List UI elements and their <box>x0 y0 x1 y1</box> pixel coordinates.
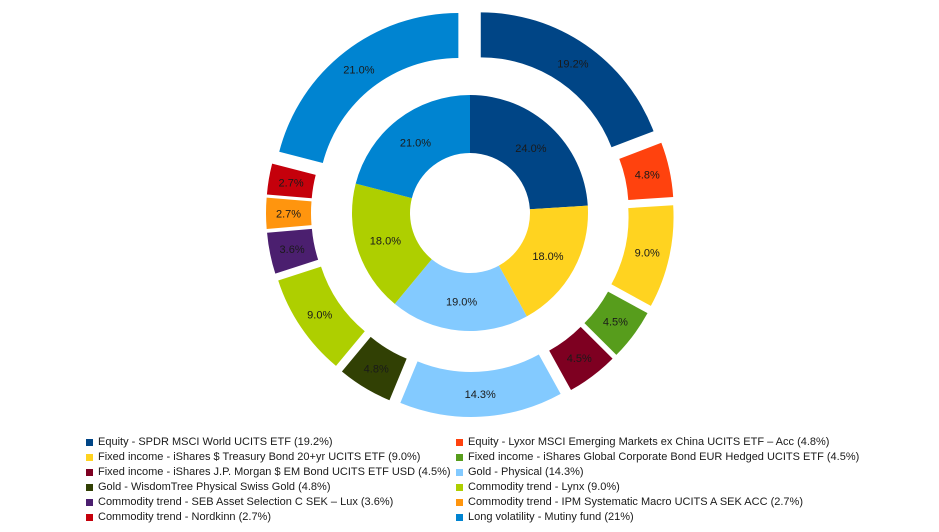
legend-label: Gold - WisdomTree Physical Swiss Gold (4… <box>98 481 331 493</box>
legend-item: Equity - SPDR MSCI World UCITS ETF (19.2… <box>86 436 456 448</box>
outer-slice-5 <box>549 326 613 391</box>
legend-label: Commodity trend - SEB Asset Selection C … <box>98 496 394 508</box>
outer-slice-label-1: 19.2% <box>557 59 588 71</box>
legend-swatch <box>86 513 93 521</box>
legend-label: Equity - SPDR MSCI World UCITS ETF (19.2… <box>98 436 333 448</box>
legend-label: Equity - Lyxor MSCI Emerging Markets ex … <box>468 436 830 448</box>
legend-label: Commodity trend - Nordkinn (2.7%) <box>98 511 272 523</box>
inner-slice-label-5: 21.0% <box>400 138 431 150</box>
outer-slice-9 <box>267 228 319 274</box>
legend-label: Commodity trend - Lynx (9.0%) <box>468 481 620 493</box>
outer-slice-label-2: 4.8% <box>635 169 660 181</box>
legend: Equity - SPDR MSCI World UCITS ETF (19.2… <box>86 436 866 523</box>
inner-slice-3 <box>394 259 527 331</box>
legend-item: Gold - Physical (14.3%) <box>456 466 866 478</box>
inner-slice-label-3: 19.0% <box>446 297 477 309</box>
legend-label: Long volatility - Mutiny fund (21%) <box>468 511 634 523</box>
legend-label: Fixed income - iShares J.P. Morgan $ EM … <box>98 466 451 478</box>
legend-label: Fixed income - iShares $ Treasury Bond 2… <box>98 451 421 463</box>
outer-slice-11 <box>266 163 316 199</box>
outer-slice-label-6: 14.3% <box>465 389 496 401</box>
outer-slice-12 <box>279 12 459 163</box>
outer-slice-label-5: 4.5% <box>567 353 592 365</box>
legend-swatch <box>86 453 93 461</box>
legend-label: Gold - Physical (14.3%) <box>468 466 584 478</box>
outer-slice-label-7: 4.8% <box>364 363 389 375</box>
legend-item: Commodity trend - SEB Asset Selection C … <box>86 496 456 508</box>
outer-slice-label-3: 9.0% <box>635 247 660 259</box>
outer-slice-label-9: 3.6% <box>280 244 305 256</box>
legend-swatch <box>456 438 463 446</box>
outer-slice-label-12: 21.0% <box>343 65 374 77</box>
slice-labels: 19.2% 4.8% 9.0% 4.5% 4.5% 14.3% 4.8% 9.0% 3.6% 2.… <box>276 59 660 402</box>
legend-item: Commodity trend - Lynx (9.0%) <box>456 481 866 493</box>
inner-slice-label-1: 24.0% <box>515 143 546 155</box>
legend-swatch <box>86 498 93 506</box>
outer-slice-7 <box>341 336 407 401</box>
inner-ring <box>352 95 589 331</box>
inner-slice-4 <box>352 183 432 304</box>
legend-label: Commodity trend - IPM Systematic Macro U… <box>468 496 803 508</box>
legend-swatch <box>456 453 463 461</box>
inner-slice-2 <box>498 205 589 317</box>
inner-slice-5 <box>355 95 470 199</box>
legend-swatch <box>86 438 93 446</box>
legend-item: Commodity trend - Nordkinn (2.7%) <box>86 511 456 523</box>
outer-slice-2 <box>619 142 674 200</box>
legend-item: Fixed income - iShares Global Corporate … <box>456 451 866 463</box>
outer-slice-3 <box>611 205 674 306</box>
legend-swatch <box>86 468 93 476</box>
legend-item: Fixed income - iShares J.P. Morgan $ EM … <box>86 466 456 478</box>
outer-ring <box>266 12 674 417</box>
legend-swatch <box>456 483 463 491</box>
legend-swatch <box>456 468 463 476</box>
legend-item: Long volatility - Mutiny fund (21%) <box>456 511 866 523</box>
legend-swatch <box>456 498 463 506</box>
outer-slice-6 <box>400 354 561 417</box>
outer-slice-label-8: 9.0% <box>307 310 332 322</box>
outer-slice-4 <box>584 291 648 355</box>
outer-slice-1 <box>480 12 654 148</box>
inner-slice-label-4: 18.0% <box>370 236 401 248</box>
inner-slice-1 <box>470 95 588 210</box>
legend-item: Gold - WisdomTree Physical Swiss Gold (4… <box>86 481 456 493</box>
inner-slice-label-2: 18.0% <box>532 251 563 263</box>
legend-swatch <box>456 513 463 521</box>
outer-slice-label-10: 2.7% <box>276 208 301 220</box>
outer-slice-label-11: 2.7% <box>279 178 304 190</box>
outer-slice-label-4: 4.5% <box>603 317 628 329</box>
legend-swatch <box>86 483 93 491</box>
legend-item: Equity - Lyxor MSCI Emerging Markets ex … <box>456 436 866 448</box>
outer-slice-10 <box>266 197 312 229</box>
legend-label: Fixed income - iShares Global Corporate … <box>468 451 860 463</box>
legend-item: Fixed income - iShares $ Treasury Bond 2… <box>86 451 456 463</box>
legend-item: Commodity trend - IPM Systematic Macro U… <box>456 496 866 508</box>
outer-slice-8 <box>278 266 365 366</box>
